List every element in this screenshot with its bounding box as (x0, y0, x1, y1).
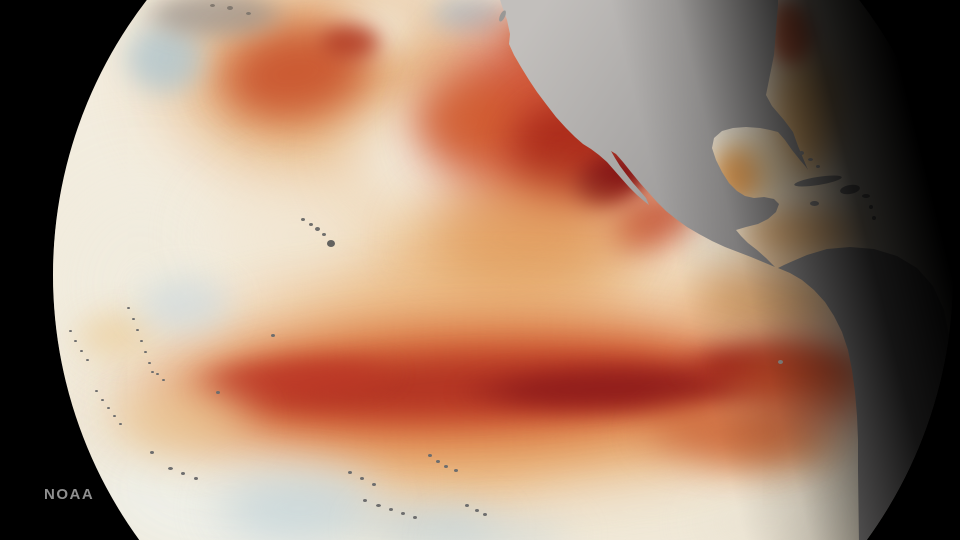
noaa-watermark: NOAA (44, 486, 95, 503)
